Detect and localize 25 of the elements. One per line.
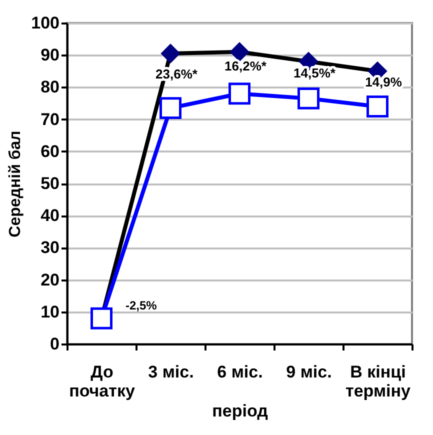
y-tick-label: 100 — [31, 14, 60, 32]
y-tick-label: 70 — [40, 110, 60, 129]
y-tick-label: 80 — [40, 78, 60, 97]
y-tick-label: 90 — [40, 46, 60, 65]
annotation: 14,5%* — [294, 66, 336, 81]
annotation: 16,2%* — [224, 58, 268, 74]
point — [228, 82, 250, 105]
annotation: 14,9% — [365, 74, 402, 90]
y-tick-label: 0 — [50, 334, 60, 354]
y-tick-label: 10 — [40, 302, 60, 322]
x-tick-label: 6 міс. — [217, 362, 263, 382]
y-tick-label: 60 — [40, 142, 60, 161]
y-tick-label: 20 — [40, 270, 60, 290]
x-tick-label: До початку — [69, 362, 136, 400]
y-axis-title: Середній бал — [7, 130, 24, 238]
x-tick-label: В кінці терміну — [346, 362, 412, 400]
y-tick-label: 40 — [40, 206, 60, 226]
y-tick-label: 30 — [40, 238, 60, 258]
point — [298, 87, 320, 110]
x-tick-label: 9 міс. — [286, 362, 332, 382]
point — [160, 97, 182, 120]
annotation: -2,5% — [126, 298, 158, 312]
x-axis-title: період — [212, 402, 268, 420]
y-tick-label: 50 — [40, 174, 60, 193]
x-tick-label: 3 міс. — [148, 362, 194, 382]
